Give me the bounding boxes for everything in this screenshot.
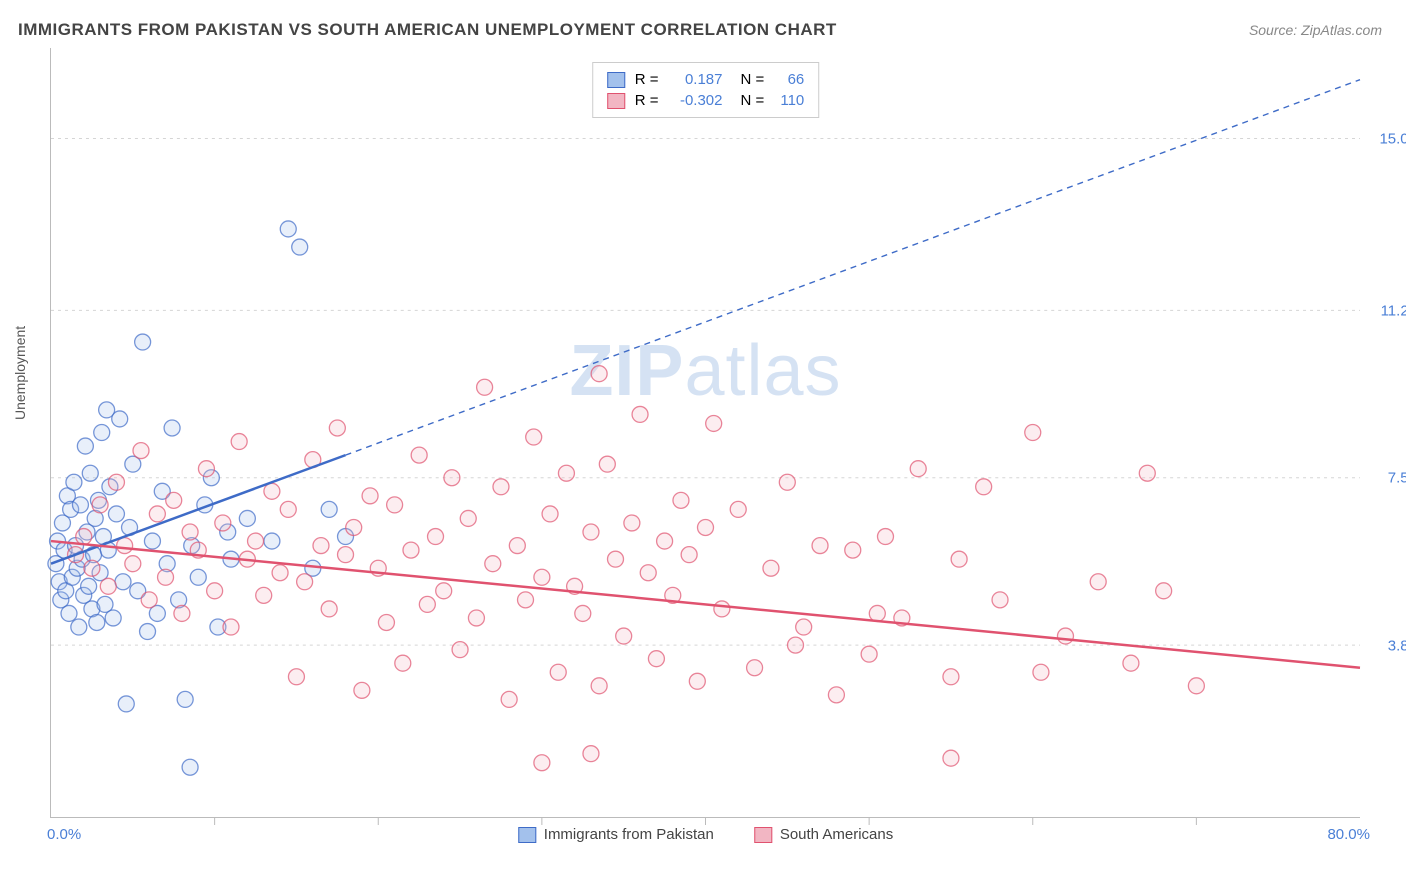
legend-series: Immigrants from Pakistan South Americans <box>518 826 893 843</box>
legend-n-label-1: N = <box>741 92 765 109</box>
chart-svg <box>51 48 1360 817</box>
plot-area: ZIPatlas 3.8%7.5%11.2%15.0% 0.0% 80.0% R… <box>50 48 1360 818</box>
x-tick-max: 80.0% <box>1327 826 1370 843</box>
legend-series-label-1: South Americans <box>780 826 893 843</box>
y-tick-label: 11.2% <box>1381 302 1406 319</box>
y-tick-label: 7.5% <box>1388 470 1406 487</box>
legend-swatch-0 <box>607 72 625 88</box>
legend-r-value-0: 0.187 <box>669 71 723 88</box>
legend-stats-row-0: R = 0.187 N = 66 <box>607 69 805 90</box>
legend-stats: R = 0.187 N = 66 R = -0.302 N = 110 <box>592 62 820 118</box>
legend-n-label-0: N = <box>741 71 765 88</box>
x-tick-min: 0.0% <box>47 826 81 843</box>
legend-n-value-0: 66 <box>774 71 804 88</box>
y-tick-label: 3.8% <box>1388 637 1406 654</box>
legend-series-item-1: South Americans <box>754 826 893 843</box>
chart-title: IMMIGRANTS FROM PAKISTAN VS SOUTH AMERIC… <box>18 20 837 40</box>
legend-r-label-1: R = <box>635 92 659 109</box>
legend-r-label-0: R = <box>635 71 659 88</box>
legend-series-item-0: Immigrants from Pakistan <box>518 826 714 843</box>
legend-series-swatch-1 <box>754 827 772 843</box>
legend-series-swatch-0 <box>518 827 536 843</box>
legend-stats-row-1: R = -0.302 N = 110 <box>607 90 805 111</box>
legend-n-value-1: 110 <box>774 92 804 109</box>
y-tick-label: 15.0% <box>1379 130 1406 147</box>
legend-r-value-1: -0.302 <box>669 92 723 109</box>
y-axis-label: Unemployment <box>12 326 28 420</box>
legend-series-label-0: Immigrants from Pakistan <box>544 826 714 843</box>
legend-swatch-1 <box>607 93 625 109</box>
source-attribution: Source: ZipAtlas.com <box>1249 22 1382 38</box>
